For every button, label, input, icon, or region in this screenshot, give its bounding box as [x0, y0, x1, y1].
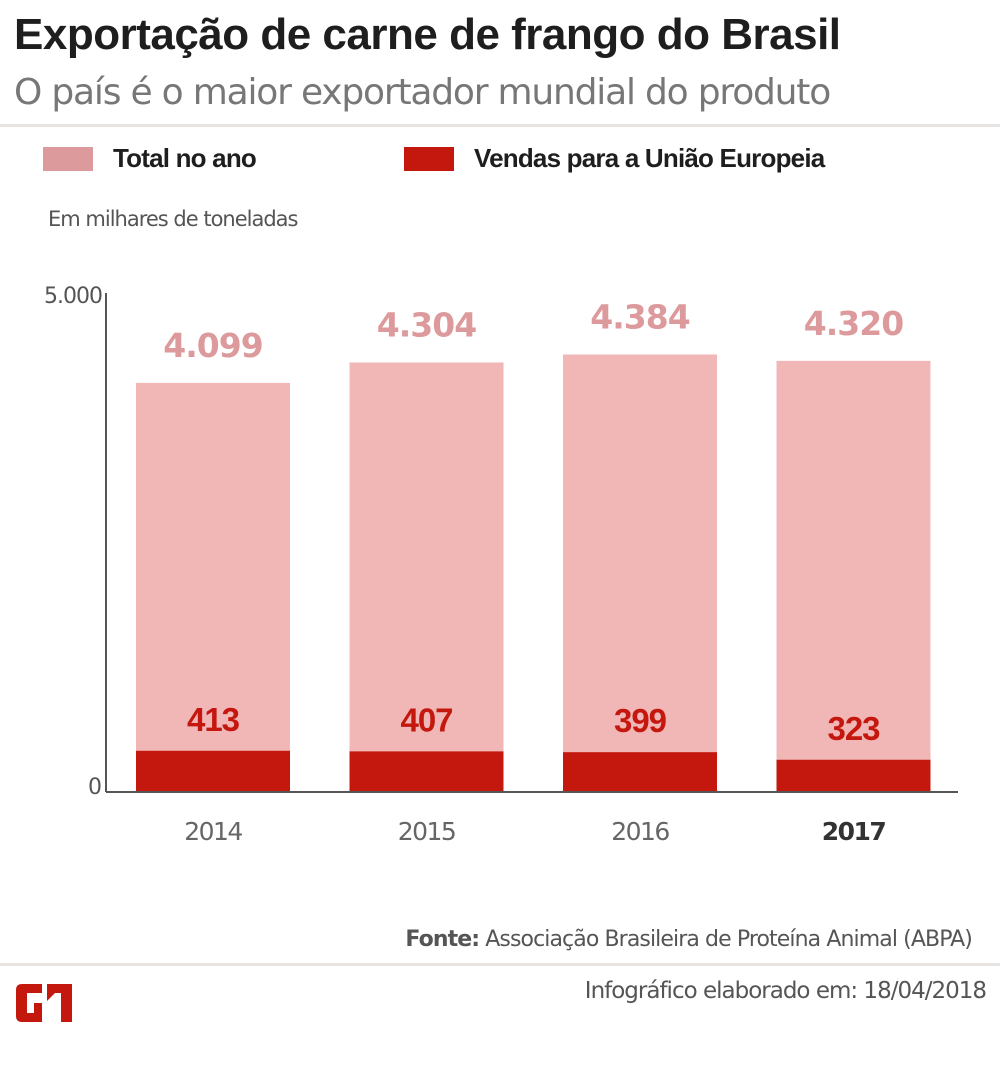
y-tick-label-zero: 0: [88, 775, 102, 800]
bar-total-2017: [776, 360, 931, 792]
bar-total-2014: [136, 382, 290, 792]
data-label-total-2016: 4.384: [590, 297, 689, 336]
x-tick-label-2014: 2014: [184, 817, 242, 846]
chart-title: Exportação de carne de frango do Brasil: [14, 10, 841, 59]
header-divider: [0, 124, 1000, 127]
chart-subtitle: O país é o maior exportador mundial do p…: [14, 72, 831, 113]
bar-eu-2016: [563, 752, 717, 792]
data-label-eu-2017: 323: [827, 710, 880, 747]
data-label-eu-2015: 407: [400, 701, 452, 738]
data-label-total-2014: 4.099: [163, 326, 262, 365]
legend-item-total: Total no ano: [43, 143, 257, 174]
x-tick-label-2015: 2015: [398, 817, 456, 846]
bar-total-2016: [563, 354, 717, 792]
source-text: Associação Brasileira de Proteína Animal…: [479, 927, 973, 952]
legend-label-eu: Vendas para a União Europeia: [474, 143, 825, 173]
g1-logo-icon: [16, 984, 72, 1022]
legend-label-total: Total no ano: [113, 143, 257, 173]
data-label-eu-2016: 399: [614, 702, 667, 739]
x-tick-label-2017: 2017: [822, 817, 886, 846]
source-label: Fonte:: [405, 927, 480, 952]
footer-divider: [0, 963, 1000, 966]
bar-eu-2017: [776, 759, 931, 792]
source-note: Fonte: Associação Brasileira de Proteína…: [405, 927, 973, 952]
legend-swatch-eu: [404, 146, 454, 171]
y-tick-label-max: 5.000: [44, 284, 102, 309]
bar-chart: 4.099 413 2014 4.304 407 2015 4.384 399 2016 4.32…: [44, 284, 958, 846]
data-label-total-2017: 4.320: [804, 304, 903, 343]
bar-eu-2015: [349, 751, 504, 792]
unit-label: Em milhares de toneladas: [48, 207, 298, 231]
legend-item-eu: Vendas para a União Europeia: [404, 143, 825, 174]
x-tick-label-2016: 2016: [611, 817, 669, 846]
bar-eu-2014: [136, 750, 290, 792]
data-label-total-2015: 4.304: [377, 305, 476, 344]
data-label-eu-2014: 413: [187, 701, 240, 738]
bar-total-2015: [349, 362, 504, 792]
legend-swatch-total: [43, 146, 93, 171]
infographic-date: Infográfico elaborado em: 18/04/2018: [584, 978, 987, 1004]
